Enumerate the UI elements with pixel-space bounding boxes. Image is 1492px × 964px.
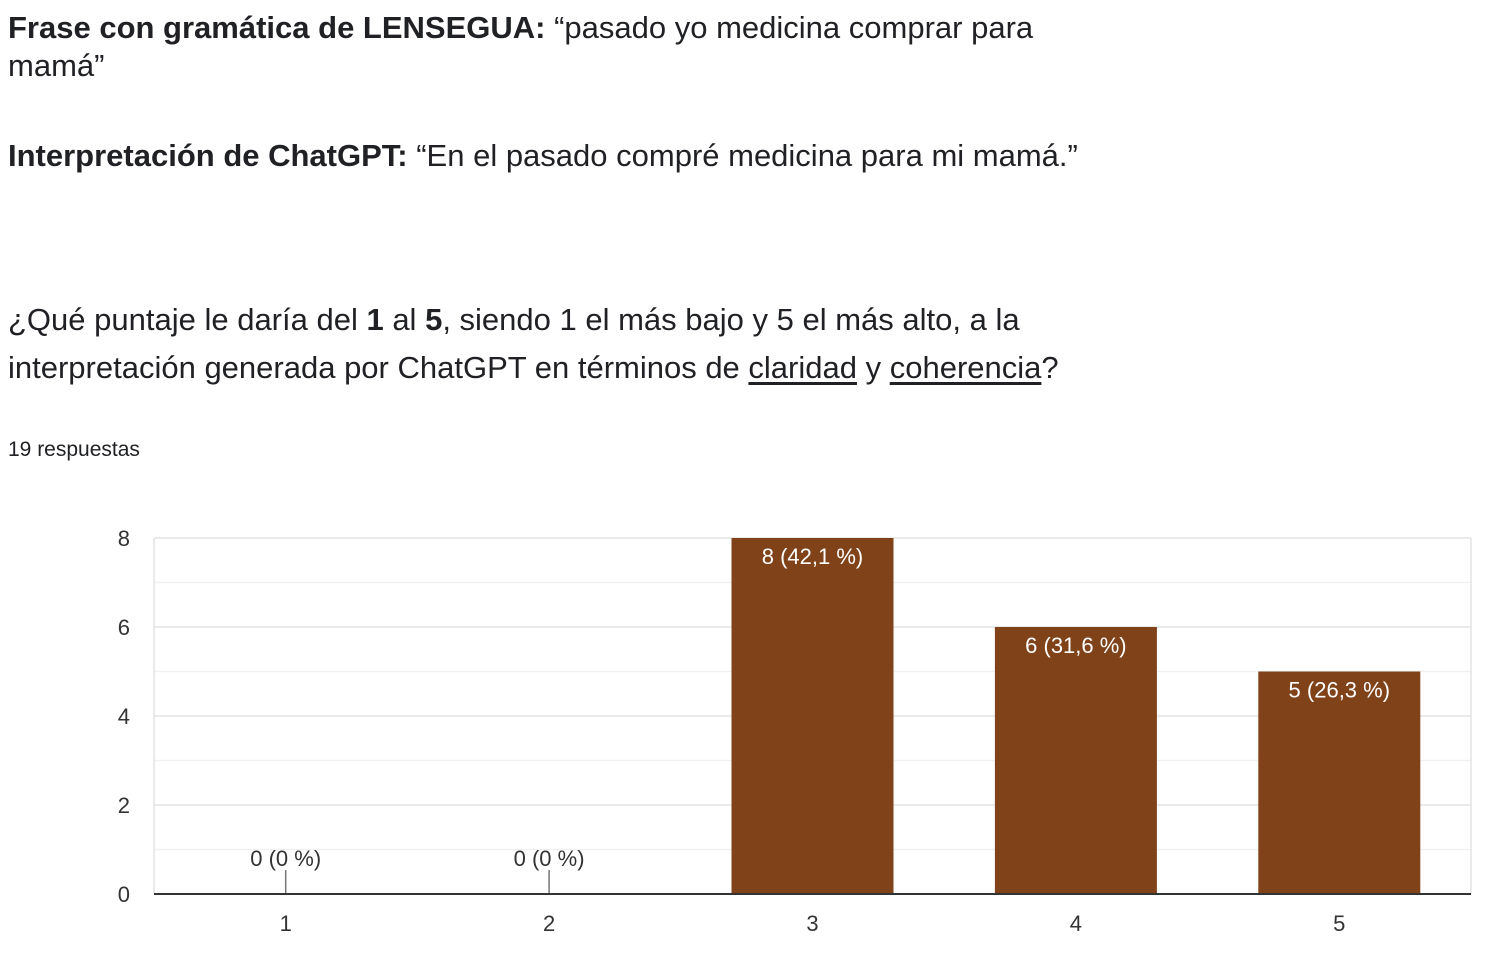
x-tick-label: 3 (806, 911, 818, 936)
data-label: 0 (0 %) (250, 846, 321, 871)
question-part-5: ? (1041, 350, 1059, 385)
claridad-link[interactable]: claridad (748, 350, 857, 385)
phrase-block: Frase con gramática de LENSEGUA: “pasado… (8, 9, 1128, 85)
x-tick-label: 2 (543, 911, 555, 936)
x-tick-label: 1 (280, 911, 292, 936)
x-tick-label: 5 (1333, 911, 1345, 936)
data-label: 5 (26,3 %) (1289, 678, 1391, 703)
interpretation-text: “En el pasado compré medicina para mi ma… (407, 138, 1078, 173)
question-part-2: al (383, 302, 426, 337)
data-label: 0 (0 %) (514, 846, 585, 871)
interpretation-block: Interpretación de ChatGPT: “En el pasado… (8, 137, 1128, 175)
y-tick-label: 8 (118, 526, 130, 551)
question-part-4: y (856, 350, 890, 385)
bar (1258, 671, 1421, 894)
data-label: 6 (31,6 %) (1025, 633, 1127, 658)
y-tick-label: 4 (118, 704, 130, 729)
phrase-label: Frase con gramática de LENSEGUA: (8, 10, 546, 45)
question-part-3: , siendo 1 el más bajo y 5 el más alto, … (8, 302, 1020, 385)
interpretation-label: Interpretación de ChatGPT: (8, 138, 408, 173)
y-tick-label: 0 (118, 882, 130, 907)
bar (994, 627, 1157, 894)
coherencia-link[interactable]: coherencia (889, 350, 1042, 385)
question-bold-max: 5 (425, 302, 443, 337)
question-bold-min: 1 (366, 302, 384, 337)
data-label: 8 (42,1 %) (762, 544, 864, 569)
phrase-text: “pasado yo medicina comprar para mamá” (8, 10, 1034, 83)
y-tick-label: 2 (118, 793, 130, 818)
question-title: ¿Qué puntaje le daría del 1 al 5, siendo… (8, 296, 1128, 392)
x-tick-label: 4 (1070, 911, 1082, 936)
y-tick-label: 6 (118, 615, 130, 640)
response-count: 19 respuestas (8, 438, 140, 461)
bar (731, 538, 894, 894)
question-part-1: ¿Qué puntaje le daría del (8, 302, 367, 337)
